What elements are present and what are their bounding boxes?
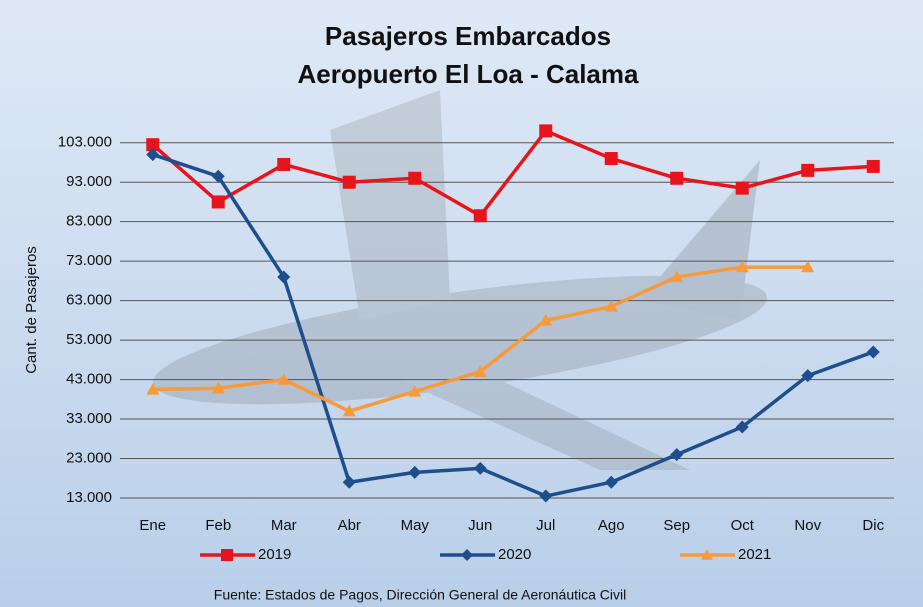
y-tick-label: 13.000 — [66, 489, 112, 506]
marker — [604, 475, 618, 489]
marker — [342, 404, 356, 417]
x-tick-label: Oct — [731, 517, 755, 534]
marker — [735, 260, 749, 273]
marker — [473, 461, 487, 475]
source-note: Fuente: Estados de Pagos, Dirección Gene… — [214, 587, 626, 603]
marker — [211, 169, 225, 183]
marker — [146, 382, 160, 395]
marker — [735, 181, 749, 195]
y-tick-label: 73.000 — [66, 252, 112, 269]
marker — [866, 345, 880, 359]
marker — [211, 195, 225, 209]
x-tick-label: Abr — [338, 517, 361, 534]
marker — [866, 159, 880, 173]
legend-label: 2019 — [258, 546, 291, 563]
chart-title: Pasajeros Embarcados — [325, 21, 611, 51]
marker — [473, 365, 487, 377]
x-tick-label: Feb — [205, 517, 231, 534]
marker — [801, 369, 815, 383]
marker — [539, 489, 553, 503]
x-tick-label: Jul — [536, 517, 555, 534]
marker — [670, 448, 684, 462]
y-axis-label: Cant. de Pasajeros — [23, 246, 40, 374]
marker — [211, 381, 225, 394]
marker — [801, 260, 815, 273]
x-tick-label: Dic — [862, 517, 884, 534]
chart-subtitle: Aeropuerto El Loa - Calama — [298, 59, 639, 89]
series-line — [151, 129, 874, 218]
y-tick-label: 43.000 — [66, 371, 112, 388]
marker — [408, 465, 422, 479]
marker — [735, 420, 749, 434]
x-tick-label: Jun — [468, 517, 492, 534]
y-tick-label: 63.000 — [66, 292, 112, 309]
y-tick-label: 23.000 — [66, 449, 112, 466]
marker — [342, 475, 356, 489]
legend-label: 2020 — [498, 546, 531, 563]
marker — [408, 171, 422, 185]
marker — [539, 124, 553, 138]
x-tick-label: Ene — [139, 517, 166, 534]
y-tick-label: 103.000 — [58, 134, 112, 151]
y-tick-label: 53.000 — [66, 331, 112, 348]
x-tick-label: Nov — [794, 517, 821, 534]
marker — [342, 175, 356, 189]
marker — [670, 270, 684, 283]
marker — [701, 549, 713, 560]
marker — [277, 373, 291, 385]
y-tick-label: 93.000 — [66, 173, 112, 190]
marker — [539, 313, 553, 326]
x-tick-label: May — [401, 517, 430, 534]
x-tick-label: Mar — [271, 517, 297, 534]
marker — [146, 138, 160, 152]
legend-label: 2021 — [738, 546, 771, 563]
marker — [604, 300, 618, 312]
x-tick-label: Sep — [663, 517, 690, 534]
marker — [221, 549, 233, 561]
marker — [277, 157, 291, 171]
marker — [461, 549, 473, 561]
marker — [801, 163, 815, 177]
marker — [408, 384, 422, 397]
y-tick-label: 33.000 — [66, 410, 112, 427]
marker — [277, 270, 291, 284]
series-line — [152, 152, 874, 498]
x-tick-label: Ago — [598, 517, 625, 534]
y-tick-label: 83.000 — [66, 213, 112, 230]
marker — [473, 209, 487, 223]
marker — [146, 148, 160, 162]
marker — [604, 152, 618, 166]
marker — [670, 171, 684, 185]
